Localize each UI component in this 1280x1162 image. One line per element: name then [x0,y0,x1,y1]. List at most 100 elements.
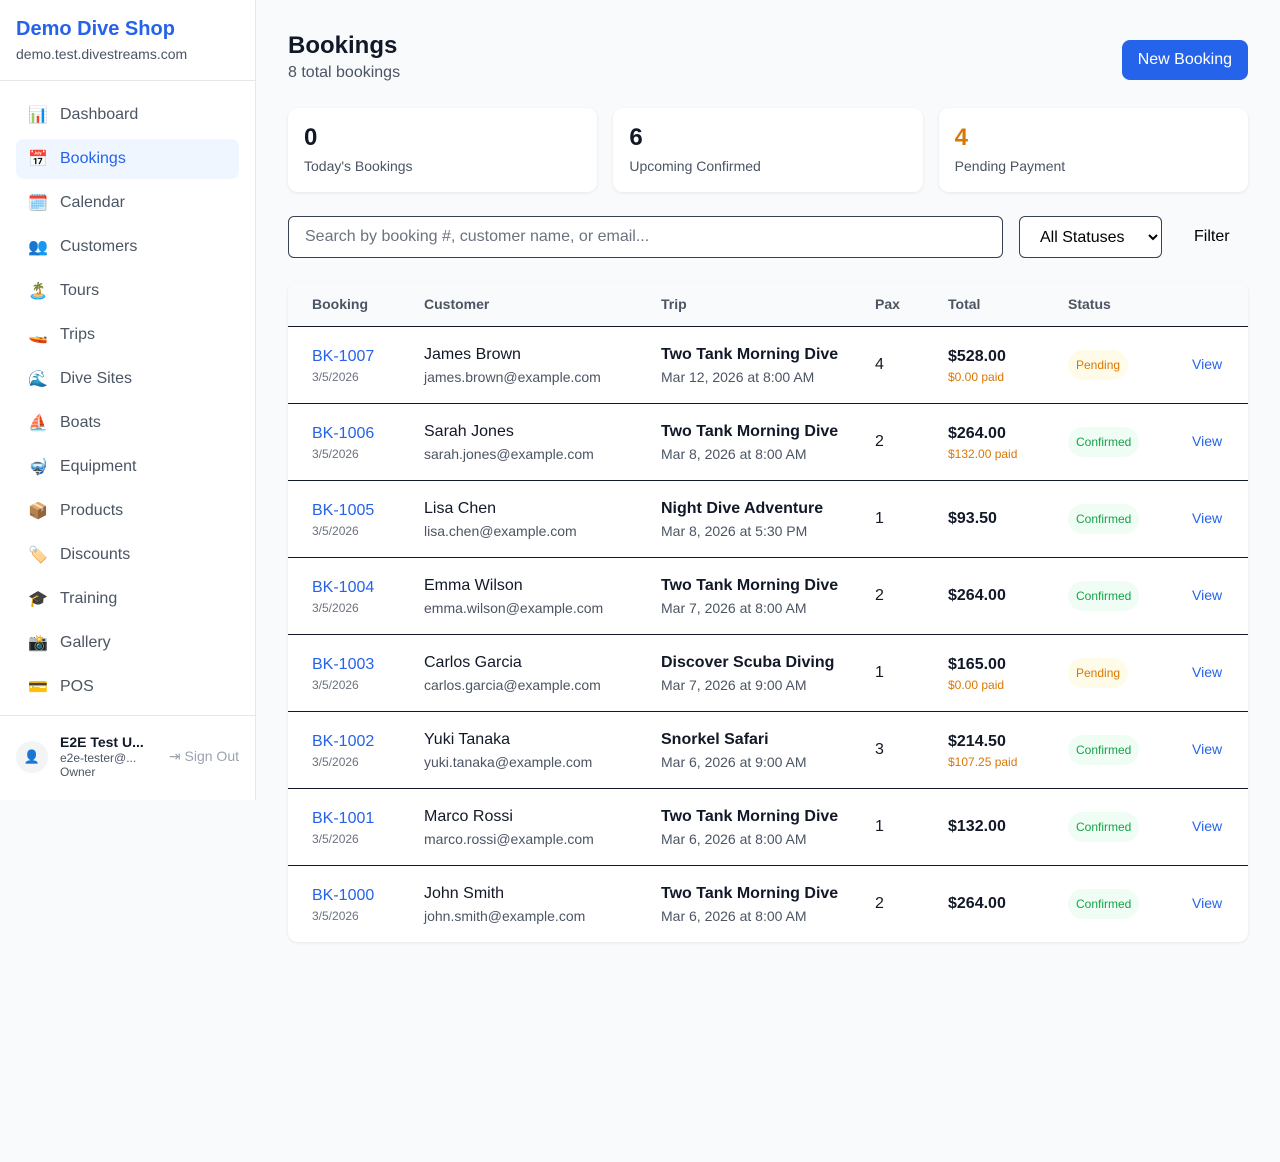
view-link[interactable]: View [1192,510,1223,526]
trip-time: Mar 7, 2026 at 8:00 AM [661,599,807,616]
package-icon: 📦 [28,503,48,520]
sidebar-item-dashboard[interactable]: 📊 Dashboard [16,95,239,135]
filters: All Statuses Filter [288,216,1248,258]
booking-date: 3/5/2026 [312,600,359,615]
booking-date: 3/5/2026 [312,369,359,384]
sidebar: Demo Dive Shop demo.test.divestreams.com… [0,0,256,800]
calendar-icon: 📅 [28,151,48,168]
booking-id-link[interactable]: BK-1005 [312,501,375,519]
sidebar-item-boats[interactable]: ⛵ Boats [16,403,239,443]
stat-value: 6 [629,124,643,151]
status-badge: Confirmed [1068,888,1140,919]
total: $165.00 [948,655,1006,673]
sidebar-item-pos[interactable]: 💳 POS [16,667,239,707]
sidebar-item-bookings[interactable]: 📅 Bookings [16,139,239,179]
status-badge: Confirmed [1068,734,1140,765]
sidebar-item-customers[interactable]: 👥 Customers [16,227,239,267]
sidebar-item-trips[interactable]: 🚤 Trips [16,315,239,355]
sidebar-item-equipment[interactable]: 🤿 Equipment [16,447,239,487]
logout-icon: ⇥ [168,748,185,765]
view-link[interactable]: View [1192,664,1223,680]
total: $528.00 [948,347,1006,365]
pax: 1 [851,788,924,866]
view-link[interactable]: View [1192,587,1223,603]
customer-email: marco.rossi@example.com [424,830,594,847]
booking-id-link[interactable]: BK-1007 [312,347,375,365]
speedboat-icon: 🚤 [28,327,48,344]
users-icon: 👥 [28,239,48,256]
booking-id-link[interactable]: BK-1001 [312,809,375,827]
customer-name: Carlos Garcia [424,653,522,671]
trip-name: Two Tank Morning Dive [661,807,839,825]
stat-label: Today's Bookings [304,158,413,174]
sidebar-item-label: Bookings [60,150,126,167]
wave-icon: 🌊 [28,371,48,388]
trip-time: Mar 6, 2026 at 8:00 AM [661,830,807,847]
status-badge: Confirmed [1068,811,1140,842]
sign-out-button[interactable]: ⇥ Sign Out [169,748,239,765]
booking-id-link[interactable]: BK-1003 [312,655,375,673]
view-link[interactable]: View [1192,356,1223,372]
camera-icon: 📸 [28,635,48,652]
sidebar-item-gallery[interactable]: 📸 Gallery [16,623,239,663]
sidebar-item-products[interactable]: 📦 Products [16,491,239,531]
booking-date: 3/5/2026 [312,677,359,692]
sidebar-item-training[interactable]: 🎓 Training [16,579,239,619]
sidebar-item-label: Calendar [60,194,125,211]
sidebar-item-discounts[interactable]: 🏷️ Discounts [16,535,239,575]
booking-id-link[interactable]: BK-1000 [312,886,375,904]
customer-email: yuki.tanaka@example.com [424,753,593,770]
sidebar-item-dive-sites[interactable]: 🌊 Dive Sites [16,359,239,399]
booking-id-link[interactable]: BK-1004 [312,578,375,596]
customer-name: James Brown [424,345,521,363]
view-link[interactable]: View [1192,741,1223,757]
customer-name: Emma Wilson [424,576,523,594]
pax: 4 [851,326,924,404]
user-name: E2E Test U... [60,734,144,750]
table-row: BK-1001 3/5/2026 Marco Rossi marco.rossi@e… [288,788,1248,866]
stat-card: 0 Today's Bookings [288,108,598,192]
table-row: BK-1006 3/5/2026 Sarah Jones sarah.jones@e… [288,403,1248,481]
booking-date: 3/5/2026 [312,523,359,538]
status-badge: Pending [1068,349,1129,380]
booking-id-link[interactable]: BK-1006 [312,424,375,442]
stat-label: Pending Payment [954,158,1066,174]
pax: 3 [851,711,924,789]
paid-amount: $107.25 paid [948,754,1018,769]
sidebar-item-label: POS [60,678,94,695]
total: $264.00 [948,424,1006,442]
total: $264.00 [948,586,1006,604]
column-header: Status [1044,282,1168,327]
sidebar-item-label: Discounts [60,546,131,563]
column-header: Pax [851,282,924,327]
stats-row: 0 Today's Bookings 6 Upcoming Confirmed 4 Pen… [288,108,1248,192]
booking-date: 3/5/2026 [312,446,359,461]
trip-time: Mar 6, 2026 at 8:00 AM [661,907,807,924]
filter-button[interactable]: Filter [1178,228,1246,246]
shop-name[interactable]: Demo Dive Shop [16,18,175,40]
view-link[interactable]: View [1192,818,1223,834]
main-content: Bookings 8 total bookings New Booking 0 T… [288,32,1248,942]
trip-name: Two Tank Morning Dive [661,345,839,363]
booking-id-link[interactable]: BK-1002 [312,732,375,750]
view-link[interactable]: View [1192,895,1223,911]
search-input[interactable] [288,216,1003,258]
sidebar-item-tours[interactable]: 🏝️ Tours [16,271,239,311]
status-badge: Pending [1068,657,1129,688]
trip-time: Mar 8, 2026 at 8:00 AM [661,445,807,462]
bookings-table: Booking Customer Trip Pax Total Status BK-100… [288,282,1248,942]
spiral-calendar-icon: 🗓️ [28,195,48,212]
status-select[interactable]: All Statuses [1019,216,1162,258]
customer-name: Marco Rossi [424,807,513,825]
sidebar-nav: 📊 Dashboard 📅 Bookings 🗓️ Calendar 👥 Customers 🏝… [0,81,255,725]
brand: Demo Dive Shop demo.test.divestreams.com [0,0,255,81]
view-link[interactable]: View [1192,433,1223,449]
table-row: BK-1000 3/5/2026 John Smith john.smith@exa… [288,865,1248,942]
sidebar-item-calendar[interactable]: 🗓️ Calendar [16,183,239,223]
customer-email: emma.wilson@example.com [424,599,604,616]
table-row: BK-1003 3/5/2026 Carlos Garcia carlos.garc… [288,634,1248,712]
customer-email: john.smith@example.com [424,907,586,924]
user-email: e2e-tester@... [60,750,137,765]
pax: 1 [851,480,924,558]
new-booking-button[interactable]: New Booking [1121,40,1248,80]
